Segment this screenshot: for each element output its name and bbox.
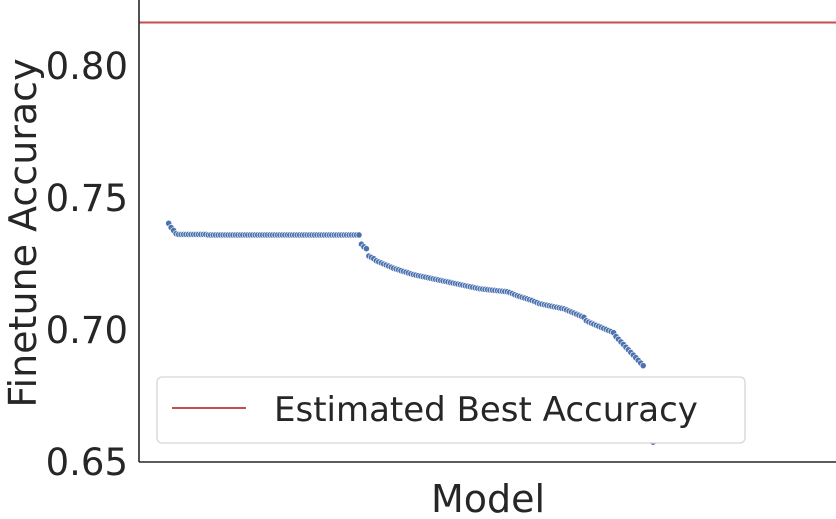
x-axis-label: Model: [431, 477, 545, 519]
y-tick-label: 0.75: [46, 177, 128, 220]
legend-box: [156, 376, 746, 444]
y-tick-label: 0.65: [46, 441, 128, 484]
y-axis-label: Finetune Accuracy: [1, 58, 45, 407]
data-point: [355, 231, 363, 239]
legend: Estimated Best Accuracy: [156, 376, 746, 444]
y-tick-label: 0.80: [46, 45, 128, 88]
data-points: [165, 219, 657, 446]
y-tick-labels: 0.65 0.70 0.75 0.80: [46, 45, 128, 484]
data-point: [639, 362, 647, 370]
data-point: [362, 245, 370, 253]
y-tick-label: 0.70: [46, 309, 128, 352]
legend-label-estimated-best-accuracy: Estimated Best Accuracy: [274, 390, 698, 430]
